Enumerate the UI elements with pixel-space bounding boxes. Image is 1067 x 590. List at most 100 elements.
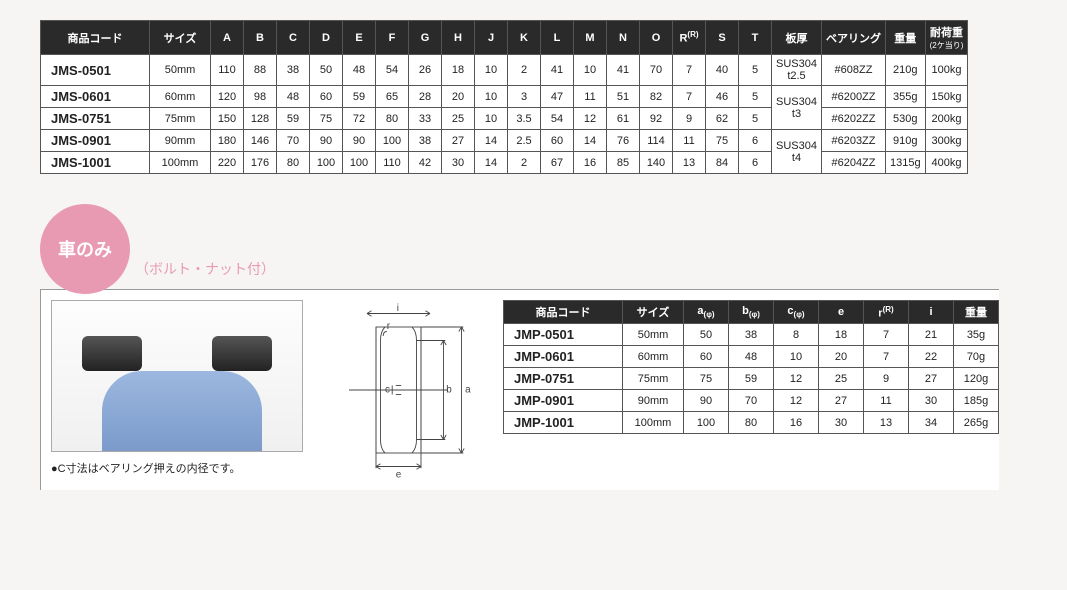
dim-cell: 80 [729, 412, 774, 434]
col-header: 商品コード [504, 301, 623, 324]
dim-cell: 76 [607, 130, 640, 152]
dim-cell: 16 [774, 412, 819, 434]
col-header: c(φ) [774, 301, 819, 324]
col-header: サイズ [150, 21, 211, 55]
dim-cell: 146 [244, 130, 277, 152]
plate-cell: SUS304t2.5 [772, 55, 822, 86]
weight-cell: 185g [954, 390, 999, 412]
dim-cell: 13 [673, 152, 706, 174]
dim-cell: 34 [909, 412, 954, 434]
dim-cell: 25 [442, 108, 475, 130]
product-photo [51, 300, 303, 452]
product-code: JMP-0751 [504, 368, 623, 390]
col-header: O [640, 21, 673, 55]
dim-cell: 28 [409, 86, 442, 108]
dim-cell: 12 [774, 368, 819, 390]
size-cell: 50mm [150, 55, 211, 86]
dim-cell: 82 [640, 86, 673, 108]
dim-cell: 3 [508, 86, 541, 108]
dim-cell: 2 [508, 55, 541, 86]
dimension-diagram: i r c b a e [323, 300, 483, 480]
weight-cell: 530g [885, 108, 925, 130]
size-cell: 100mm [150, 152, 211, 174]
col-header: E [343, 21, 376, 55]
dim-cell: 20 [442, 86, 475, 108]
dim-cell: 27 [442, 130, 475, 152]
table-row: JMS-1001100mm220176801001001104230142671… [41, 152, 968, 174]
col-header: ベアリング [821, 21, 885, 55]
dim-cell: 59 [277, 108, 310, 130]
dim-cell: 41 [607, 55, 640, 86]
dim-label-e: e [396, 469, 402, 480]
wheel-body-graphic [102, 371, 262, 452]
dim-cell: 5 [739, 86, 772, 108]
dim-cell: 72 [343, 108, 376, 130]
dim-cell: 16 [574, 152, 607, 174]
col-header: F [376, 21, 409, 55]
dim-cell: 80 [277, 152, 310, 174]
load-cell: 150kg [925, 86, 968, 108]
col-header: 耐荷重(2ケ当り) [925, 21, 968, 55]
size-cell: 60mm [623, 346, 684, 368]
dim-cell: 59 [729, 368, 774, 390]
dim-cell: 180 [211, 130, 244, 152]
dim-cell: 67 [541, 152, 574, 174]
bearing-cell: #6202ZZ [821, 108, 885, 130]
col-header: B [244, 21, 277, 55]
dim-cell: 38 [277, 55, 310, 86]
table-row: JMS-090190mm1801467090901003827142.56014… [41, 130, 968, 152]
dim-cell: 54 [541, 108, 574, 130]
dim-cell: 50 [684, 324, 729, 346]
dim-cell: 47 [541, 86, 574, 108]
dim-cell: 48 [277, 86, 310, 108]
weight-cell: 910g [885, 130, 925, 152]
weight-cell: 355g [885, 86, 925, 108]
dim-cell: 9 [864, 368, 909, 390]
col-header: 重量 [885, 21, 925, 55]
product-code: JMS-0751 [41, 108, 150, 130]
dim-cell: 84 [706, 152, 739, 174]
dim-cell: 27 [819, 390, 864, 412]
dim-cell: 176 [244, 152, 277, 174]
col-header: r(R) [864, 301, 909, 324]
spec-table-jms: 商品コードサイズABCDEFGHJKLMNOR(R)ST板厚ベアリング重量耐荷重… [40, 20, 968, 174]
dim-cell: 48 [729, 346, 774, 368]
product-code: JMS-0501 [41, 55, 150, 86]
dim-cell: 40 [706, 55, 739, 86]
dim-cell: 61 [607, 108, 640, 130]
load-cell: 200kg [925, 108, 968, 130]
dim-label-b: b [446, 385, 452, 396]
dim-cell: 41 [541, 55, 574, 86]
dim-cell: 65 [376, 86, 409, 108]
table-row: JMP-090190mm907012271130185g [504, 390, 999, 412]
size-cell: 50mm [623, 324, 684, 346]
dim-cell: 70 [277, 130, 310, 152]
dim-cell: 51 [607, 86, 640, 108]
product-code: JMP-1001 [504, 412, 623, 434]
hub-right-graphic [212, 336, 272, 371]
dim-cell: 7 [673, 86, 706, 108]
dim-cell: 22 [909, 346, 954, 368]
load-cell: 400kg [925, 152, 968, 174]
dim-cell: 30 [819, 412, 864, 434]
table-row: JMP-075175mm75591225927120g [504, 368, 999, 390]
dim-cell: 8 [774, 324, 819, 346]
dim-cell: 2.5 [508, 130, 541, 152]
col-header: H [442, 21, 475, 55]
weight-cell: 70g [954, 346, 999, 368]
size-cell: 100mm [623, 412, 684, 434]
col-header: M [574, 21, 607, 55]
dim-cell: 46 [706, 86, 739, 108]
dim-cell: 5 [739, 55, 772, 86]
dim-cell: 33 [409, 108, 442, 130]
dim-cell: 30 [909, 390, 954, 412]
table-row: JMS-060160mm1209848605965282010347115182… [41, 86, 968, 108]
dim-cell: 75 [684, 368, 729, 390]
dim-cell: 100 [310, 152, 343, 174]
dim-cell: 90 [310, 130, 343, 152]
col-header: C [277, 21, 310, 55]
dim-cell: 75 [310, 108, 343, 130]
dim-cell: 42 [409, 152, 442, 174]
wheel-only-section: 車のみ （ボルト・ナット付） ●C寸法はベアリング押えの内径です。 [40, 234, 1027, 490]
col-header: L [541, 21, 574, 55]
